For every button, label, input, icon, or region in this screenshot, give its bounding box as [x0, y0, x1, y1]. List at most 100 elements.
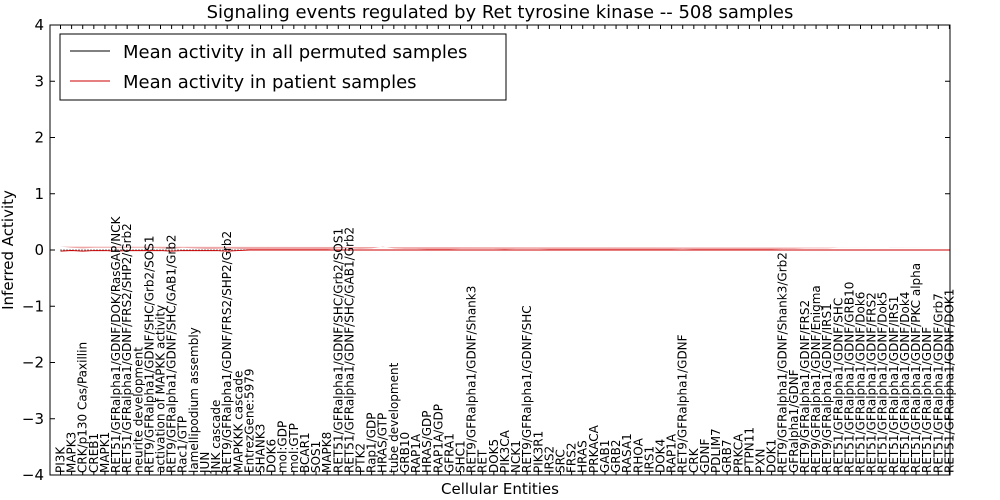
x-category-label: RET51/GFRalpha1/GDNF [920, 327, 934, 473]
legend-label-patient: Mean activity in patient samples [123, 72, 417, 93]
x-category-label: RET9/GFRalpha1/GDNF [676, 334, 690, 473]
y-tick-label: 0 [34, 241, 44, 259]
x-category-label: SHANK3 [254, 424, 268, 473]
x-category-label: PI3K [54, 446, 68, 473]
x-category-label: lamellipodium assembly [187, 327, 201, 473]
x-category-label: NCK1 [509, 440, 523, 473]
legend-box [59, 33, 507, 101]
x-category-label: PIK3R1 [531, 431, 545, 473]
x-category-label: PTK2 [354, 443, 368, 473]
x-category-label: MAPK1 [98, 432, 112, 473]
x-category-label: RET51/GFRalpha1/GDNF/FRS2 [865, 292, 879, 473]
x-category-label: SRC [554, 449, 568, 473]
x-category-label: GAB1 [598, 440, 612, 473]
y-tick-label: 1 [34, 185, 44, 203]
x-axis-label: Cellular Entities [441, 480, 559, 498]
patient-band [60, 246, 939, 250]
y-tick-label: 3 [34, 72, 44, 90]
x-category-label: RET51/GFRalpha1/GDNF/SHC [831, 298, 845, 473]
x-category-label: JUN [198, 452, 212, 474]
x-category-label: PDLIM7 [709, 428, 723, 473]
x-category-label: RAP1A [665, 433, 679, 473]
x-category-label: DOK4 [654, 439, 668, 473]
x-category-label: DOK6 [265, 439, 279, 473]
x-category-label: PXN [754, 449, 768, 473]
x-category-label: activation of MAPKK activity [154, 305, 168, 473]
x-category-label: CREB1 [87, 433, 101, 473]
x-category-label: RASA1 [620, 433, 634, 473]
x-category-label: RAP1A/GDP [431, 404, 445, 473]
x-category-label: RET9/GFRalpha1/GDNF/Shank3/Grb2 [776, 252, 790, 473]
x-category-label: IRS2 [542, 446, 556, 473]
x-category-label: RAP1A [409, 433, 423, 473]
legend-label-permuted: Mean activity in all permuted samples [123, 42, 467, 63]
x-category-label: RET51/GFRalpha1/GDNF/GRB10 [842, 282, 856, 473]
x-category-label: RET9/GFRalpha1/GDNF/Enigma [809, 285, 823, 473]
x-category-label: MAPKKK cascade [231, 371, 245, 473]
x-category-label: DOK5 [487, 439, 501, 473]
x-category-label: FRS2 [565, 443, 579, 474]
x-category-label: HRAS [576, 440, 590, 473]
x-category-label: neurite development [131, 347, 145, 473]
chart-title: Signaling events regulated by Ret tyrosi… [207, 2, 794, 23]
x-category-label: RHOA [631, 437, 645, 473]
y-tick-label: −1 [22, 297, 44, 315]
y-tick-label: −2 [22, 354, 44, 372]
x-category-label: Rap1/GDP [365, 413, 379, 474]
x-category-label: RET51/GFRalpha1/GDNF/Dok5 [876, 292, 890, 473]
x-category-label: RET9/GFRalpha1/GDNF/SHC/Grb2/SOS1 [142, 235, 156, 473]
x-category-label: PRKCA [731, 433, 745, 473]
legend: Mean activity in all permuted samples Me… [59, 33, 507, 101]
x-category-label: GRB10 [398, 432, 412, 473]
x-category-label: RET51/GFRalpha1/GDNF/Dok4 [898, 292, 912, 473]
x-category-label: PRKACA [587, 424, 601, 473]
x-category-label: RET51/GFRalpha1/GDNF/SHC/Grb2/SOS1 [331, 228, 345, 473]
x-category-label: GRB2 [609, 439, 623, 473]
x-category-label: RET9/GFRalpha1/GDNF/IRS1 [820, 303, 834, 473]
x-category-label: HRAS/GTP [376, 413, 390, 473]
x-category-label: EntrezGene:5979 [242, 369, 256, 474]
x-category-label: GFRalpha1/GDNF [787, 369, 801, 473]
x-category-label: DOK1 [765, 439, 779, 473]
x-category-label: tube development [387, 362, 401, 473]
x-category-label: RET51/GFRalpha1/GDNF/PKC alpha [909, 263, 923, 473]
x-category-label: RET51/GFRalpha1/GDNF/DOK/RasGAP/NCK [109, 215, 123, 473]
x-category-label: SHC1 [454, 440, 468, 473]
patient-mean-line [60, 249, 950, 252]
x-category-label: CRK [687, 447, 701, 473]
x-category-label: RET9/GFRalpha1/GDNF/SHC/GAB1/Grb2 [165, 234, 179, 473]
y-tick-label: −3 [22, 410, 44, 428]
x-category-label: RET51/GFRalpha1/GDNF/IRS1 [887, 296, 901, 473]
x-category-label: IRS1 [642, 446, 656, 473]
y-tick-label: −4 [22, 466, 44, 484]
x-category-label: RET9/GFRalpha1/GDNF/FRS2 [798, 300, 812, 473]
y-tick-label: 2 [34, 129, 44, 147]
x-category-label: RET [476, 449, 490, 473]
x-category-label: RET9/GFRalpha1/GDNF/Shank3 [465, 286, 479, 473]
y-tick-label: 4 [34, 16, 44, 34]
x-category-label: CRK/p130 Cas/Paxillin [76, 342, 90, 473]
x-category-label: mol:GDP [276, 421, 290, 473]
x-category-label: PIK3CA [498, 429, 512, 473]
x-category-label: RET9/GFRalpha1/GDNF/SHC [520, 305, 534, 473]
x-category-label: RET51/GFRalpha1/GDNF/Grb7 [931, 293, 945, 473]
x-category-label: HRAS/GDP [420, 410, 434, 473]
x-category-label: SOS1 [309, 441, 323, 473]
y-axis-label: Inferred Activity [0, 190, 17, 310]
x-category-label: JNK cascade [209, 400, 223, 474]
x-category-label: RET51/GFRalpha1/GDNF/Dok6 [854, 292, 868, 473]
x-category-label: MAPK8 [320, 432, 334, 473]
x-category-label: PTPN11 [742, 427, 756, 473]
x-category-label: RET9/GFRalpha1/GDNF/FRS2/SHP2/Grb2 [220, 231, 234, 473]
x-category-label: MAPK3 [65, 432, 79, 473]
x-category-label: GDNF [698, 438, 712, 473]
x-category-label: RET51/GFRalpha1/GDNF/FRS2/SHP2/Grb2 [120, 223, 134, 473]
x-category-label: GFRA1 [442, 433, 456, 473]
x-category-label: GRB7 [720, 439, 734, 473]
x-category-label: BCAR1 [298, 432, 312, 473]
x-category-label: RET51/GFRalpha1/GDNF/DOK1 [942, 289, 956, 473]
x-category-label: mol:GTP [287, 423, 301, 473]
x-category-label: Rac1/GTP [176, 416, 190, 473]
